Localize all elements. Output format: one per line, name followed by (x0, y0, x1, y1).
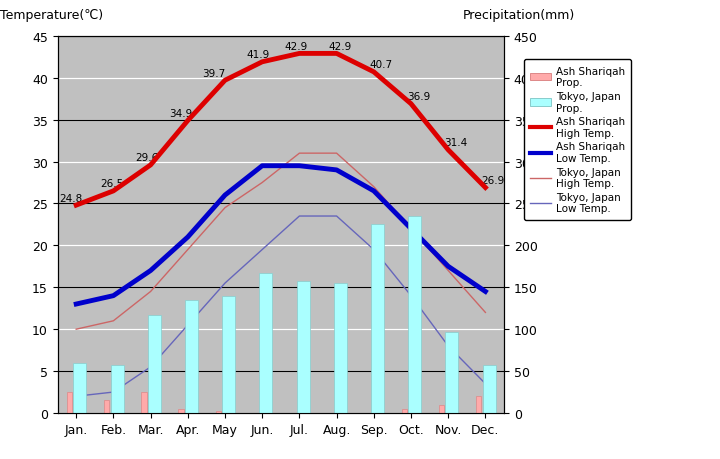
Text: Temperature(℃): Temperature(℃) (0, 9, 103, 22)
Bar (73, 363, 86, 413)
Bar (67, 392, 72, 413)
Bar (141, 392, 147, 413)
Bar (334, 284, 347, 413)
Text: 42.9: 42.9 (329, 42, 352, 52)
Text: 31.4: 31.4 (444, 138, 467, 148)
Text: 29.6: 29.6 (135, 153, 158, 163)
Text: 41.9: 41.9 (247, 50, 270, 60)
Bar (446, 332, 459, 413)
Bar (438, 405, 444, 413)
Bar (259, 274, 272, 413)
Text: 36.9: 36.9 (407, 92, 430, 102)
Bar (408, 217, 421, 413)
Legend: Ash Shariqah
Prop., Tokyo, Japan
Prop., Ash Shariqah
High Temp., Ash Shariqah
Lo: Ash Shariqah Prop., Tokyo, Japan Prop., … (523, 60, 631, 220)
Text: 34.9: 34.9 (168, 109, 192, 119)
Text: 42.9: 42.9 (284, 42, 307, 52)
Bar (402, 409, 407, 413)
Bar (185, 300, 198, 413)
Bar (179, 409, 184, 413)
Text: 24.8: 24.8 (59, 193, 82, 203)
Text: 26.9: 26.9 (481, 176, 505, 185)
Bar (215, 411, 221, 413)
Bar (482, 365, 495, 413)
Text: 39.7: 39.7 (202, 68, 225, 78)
Bar (104, 401, 109, 413)
Bar (297, 282, 310, 413)
Text: Precipitation(mm): Precipitation(mm) (463, 9, 575, 22)
Bar (222, 296, 235, 413)
Text: 26.5: 26.5 (100, 179, 123, 189)
Text: 40.7: 40.7 (369, 60, 393, 70)
Bar (111, 365, 124, 413)
Bar (148, 315, 161, 413)
Bar (371, 225, 384, 413)
Bar (476, 397, 482, 413)
